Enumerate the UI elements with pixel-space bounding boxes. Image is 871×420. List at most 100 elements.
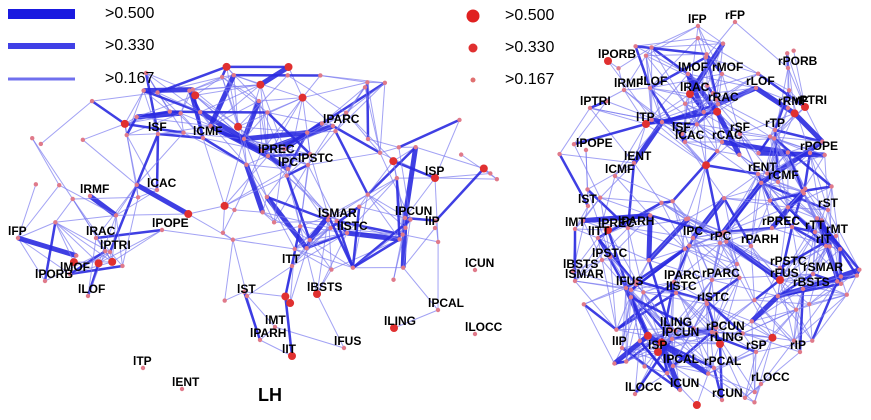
- edge: [649, 73, 723, 89]
- node: [785, 205, 791, 210]
- edge: [188, 90, 202, 113]
- edge: [232, 239, 295, 250]
- node: [710, 90, 716, 96]
- edge: [415, 146, 484, 169]
- edge: [246, 265, 293, 297]
- region-label: rISTC: [697, 290, 729, 304]
- node: [671, 279, 677, 285]
- node: [357, 204, 362, 209]
- edge: [773, 106, 806, 139]
- node: [341, 345, 347, 351]
- node: [775, 179, 781, 185]
- edge: [345, 86, 366, 113]
- edge: [706, 85, 718, 152]
- node: [284, 62, 293, 71]
- node: [715, 101, 721, 107]
- edge: [599, 162, 635, 199]
- node: [752, 297, 757, 303]
- edge: [222, 205, 226, 233]
- region-label: lST: [237, 282, 256, 296]
- node: [604, 99, 609, 104]
- edge: [769, 136, 803, 192]
- node: [833, 233, 839, 239]
- edge: [221, 76, 239, 127]
- edge: [232, 225, 301, 241]
- node: [265, 153, 271, 159]
- region-label: lRMF: [614, 76, 643, 90]
- edge: [649, 37, 699, 89]
- edge: [221, 76, 260, 102]
- edge: [262, 211, 331, 229]
- node: [822, 152, 827, 158]
- region-label: rCUN: [712, 386, 743, 400]
- node: [709, 277, 715, 283]
- edge: [757, 135, 772, 154]
- edge: [689, 93, 707, 166]
- edge: [358, 177, 398, 208]
- edge: [367, 194, 400, 240]
- node: [272, 324, 278, 330]
- edge: [188, 205, 225, 215]
- node: [325, 217, 331, 223]
- edge: [621, 287, 627, 349]
- node: [288, 352, 296, 360]
- edge: [684, 141, 718, 152]
- edge: [618, 68, 625, 91]
- node: [791, 338, 797, 343]
- region-label: lENT: [624, 149, 652, 163]
- node: [825, 207, 831, 213]
- edge: [352, 238, 401, 269]
- node: [768, 333, 777, 342]
- node: [683, 216, 689, 222]
- region-label: rPORB: [778, 54, 818, 68]
- node: [769, 225, 775, 231]
- node: [670, 363, 676, 369]
- node: [350, 265, 356, 270]
- node: [432, 225, 438, 231]
- edge: [723, 198, 738, 265]
- edge: [647, 327, 717, 337]
- node: [713, 325, 719, 330]
- edge: [724, 197, 770, 202]
- node: [365, 80, 370, 85]
- node: [604, 226, 612, 234]
- node: [264, 194, 270, 200]
- edge: [234, 209, 263, 213]
- node: [307, 151, 313, 157]
- edge: [143, 87, 193, 94]
- node: [389, 157, 398, 166]
- edge: [687, 197, 725, 220]
- edge: [609, 215, 651, 258]
- node: [241, 136, 247, 142]
- edge: [693, 327, 717, 329]
- node: [647, 85, 653, 91]
- node: [604, 57, 612, 65]
- node: [472, 331, 478, 337]
- node: [583, 147, 589, 153]
- node: [740, 331, 745, 336]
- edge: [724, 226, 773, 234]
- region-label: lPOPE: [576, 136, 613, 150]
- node: [256, 80, 265, 89]
- edge: [309, 239, 332, 270]
- edge: [434, 167, 485, 222]
- node: [15, 235, 21, 241]
- edge: [284, 296, 294, 357]
- edge: [126, 132, 184, 136]
- edge: [777, 231, 816, 297]
- edge: [91, 100, 126, 125]
- edge: [718, 343, 724, 401]
- edge: [88, 193, 118, 218]
- edge: [307, 130, 336, 166]
- edge: [685, 165, 707, 220]
- edge: [302, 81, 368, 99]
- edge: [398, 147, 411, 220]
- edge: [787, 67, 806, 108]
- edge: [739, 277, 773, 338]
- edge: [779, 218, 818, 281]
- edge: [769, 138, 775, 201]
- node: [220, 201, 229, 210]
- region-label: lSMAR: [318, 206, 357, 220]
- node: [140, 365, 146, 371]
- edge: [645, 55, 708, 87]
